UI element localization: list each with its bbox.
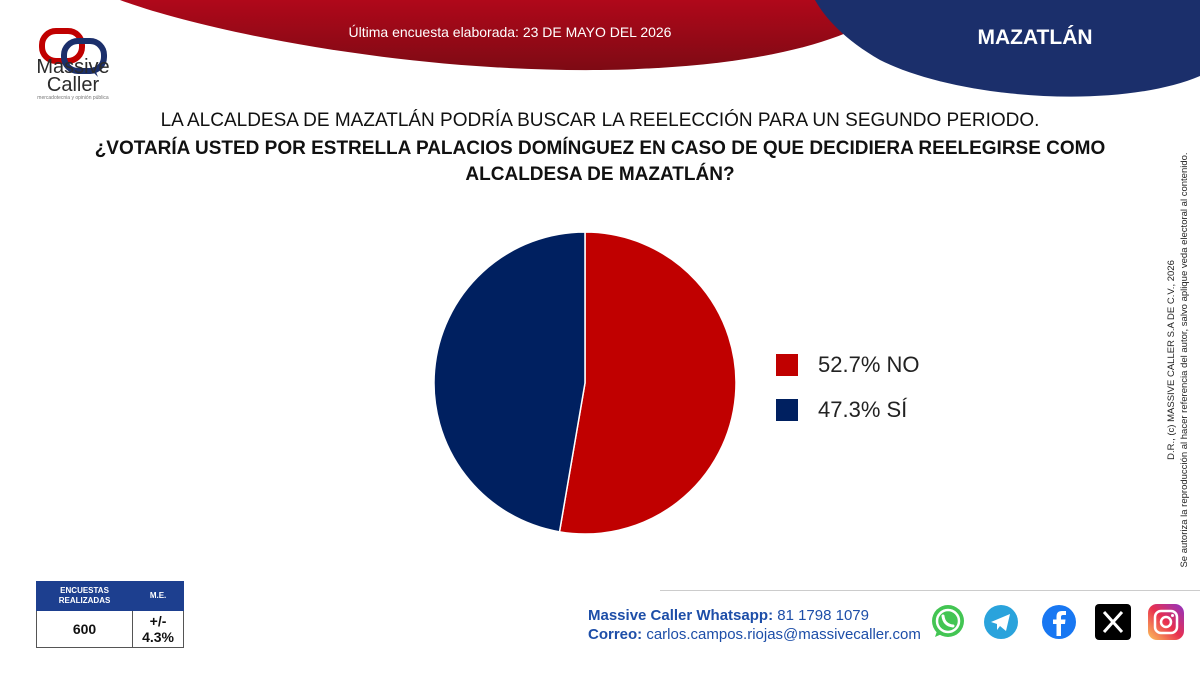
facebook-icon[interactable] — [1040, 603, 1078, 641]
question-intro: LA ALCALDESA DE MAZATLÁN PODRÍA BUSCAR L… — [160, 110, 1040, 131]
surveys-header: ENCUESTAS REALIZADAS — [35, 581, 134, 611]
legend-item-no: 52.7% NO — [776, 352, 920, 378]
whatsapp-contact: Massive Caller Whatsapp: 81 1798 1079 — [588, 607, 869, 624]
stats-table: ENCUESTAS REALIZADAS M.E. 600 +/- 4.3% — [35, 581, 184, 648]
copyright-note: D.R., (c) MASSIVE CALLER S.A DE C.V., 20… — [1166, 152, 1190, 568]
logo-name: Massive Caller — [36, 56, 110, 96]
legend-label-no: 52.7% NO — [818, 352, 920, 377]
margin-header: M.E. — [132, 581, 184, 611]
question-main: ¿VOTARÍA USTED POR ESTRELLA PALACIOS DOM… — [94, 138, 1106, 185]
header-banner — [120, 0, 1200, 97]
email-link[interactable]: carlos.campos.riojas@massivecaller.com — [646, 626, 921, 643]
legend-item-si: 47.3% SÍ — [776, 397, 907, 423]
pie-chart — [433, 232, 737, 534]
whatsapp-number: 81 1798 1079 — [777, 607, 869, 624]
legend-label-si: 47.3% SÍ — [818, 397, 908, 422]
margin-value: +/- 4.3% — [132, 610, 184, 648]
email-contact: Correo: carlos.campos.riojas@massivecall… — [588, 626, 921, 643]
telegram-icon[interactable] — [982, 603, 1020, 641]
legend-swatch-no — [776, 354, 798, 376]
surveys-value: 600 — [35, 610, 134, 648]
massive-caller-logo-icon — [39, 28, 107, 77]
survey-date: Última encuesta elaborada: 23 DE MAYO DE… — [348, 24, 672, 40]
city-label: MAZATLÁN — [977, 26, 1093, 49]
x-icon[interactable] — [1094, 603, 1132, 641]
pie-slice-no — [558, 232, 737, 534]
instagram-icon[interactable] — [1147, 603, 1185, 641]
legend-swatch-si — [776, 399, 798, 421]
logo-tagline: mercadotecnia y opinión pública — [37, 95, 109, 101]
pie-slice-si — [433, 232, 586, 533]
whatsapp-icon[interactable] — [929, 603, 967, 641]
footer-divider — [660, 590, 1200, 591]
